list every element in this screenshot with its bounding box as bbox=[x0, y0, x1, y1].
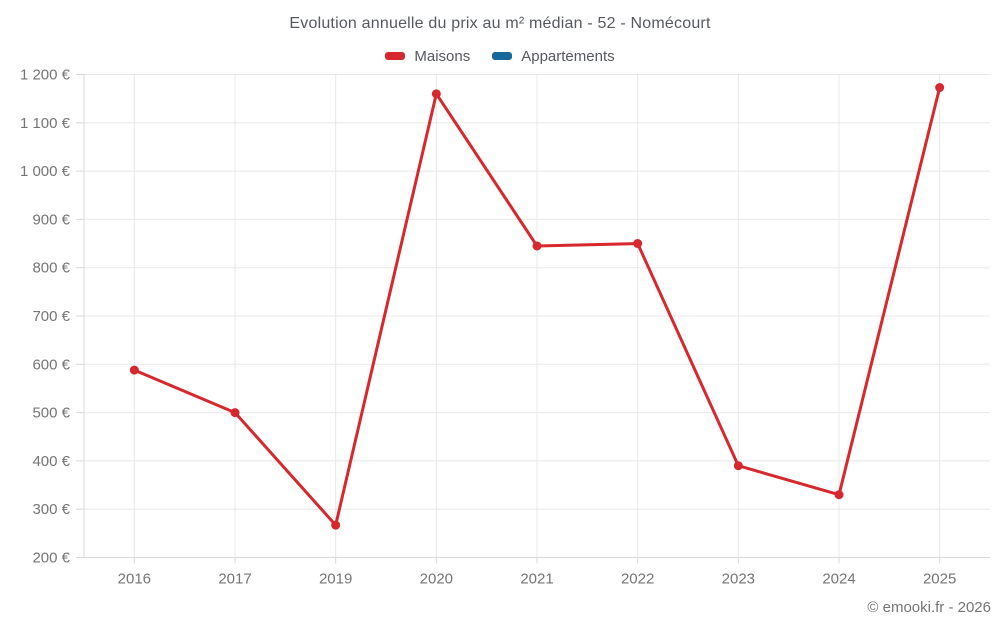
legend-label-appartements: Appartements bbox=[521, 47, 615, 65]
data-point-maisons-2019[interactable] bbox=[331, 520, 341, 530]
x-axis-label: 2019 bbox=[319, 571, 352, 588]
appartements-swatch-icon bbox=[492, 52, 513, 60]
y-axis-label: 200 € bbox=[32, 550, 70, 567]
data-point-maisons-2023[interactable] bbox=[733, 461, 743, 471]
x-axis-label: 2021 bbox=[520, 571, 553, 588]
legend-item-maisons[interactable]: Maisons bbox=[385, 48, 470, 65]
y-axis-label: 400 € bbox=[32, 453, 70, 470]
y-axis-label: 1 200 € bbox=[20, 67, 71, 84]
maisons-swatch-icon bbox=[385, 52, 406, 60]
legend-item-appartements[interactable]: Appartements bbox=[492, 47, 615, 65]
x-axis-label: 2023 bbox=[722, 571, 755, 588]
y-axis-label: 500 € bbox=[32, 405, 70, 422]
data-point-maisons-2017[interactable] bbox=[230, 408, 240, 418]
y-axis-label: 300 € bbox=[32, 501, 70, 518]
copyright-footer: © emooki.fr - 2026 bbox=[867, 599, 991, 616]
y-axis-label: 1 000 € bbox=[20, 163, 71, 180]
x-axis-label: 2017 bbox=[218, 571, 251, 588]
x-axis-label: 2025 bbox=[923, 571, 956, 588]
data-point-maisons-2016[interactable] bbox=[129, 365, 139, 375]
data-point-maisons-2025[interactable] bbox=[935, 83, 945, 93]
y-axis-label: 700 € bbox=[32, 308, 70, 325]
legend: Maisons Appartements bbox=[0, 46, 1000, 66]
data-point-maisons-2024[interactable] bbox=[834, 490, 844, 500]
x-axis-label: 2022 bbox=[621, 571, 654, 588]
y-axis-label: 600 € bbox=[32, 356, 70, 373]
data-point-maisons-2021[interactable] bbox=[532, 241, 542, 251]
y-axis-label: 900 € bbox=[32, 211, 70, 228]
legend-label-maisons: Maisons bbox=[414, 47, 471, 65]
data-point-maisons-2022[interactable] bbox=[633, 239, 643, 249]
y-axis-label: 800 € bbox=[32, 260, 70, 277]
x-axis-label: 2024 bbox=[822, 571, 855, 588]
chart-title: Evolution annuelle du prix au m² médian … bbox=[289, 15, 711, 32]
y-axis-label: 1 100 € bbox=[20, 115, 71, 132]
data-point-maisons-2020[interactable] bbox=[431, 89, 441, 99]
x-axis-label: 2016 bbox=[118, 571, 151, 588]
x-axis-label: 2020 bbox=[420, 571, 453, 588]
